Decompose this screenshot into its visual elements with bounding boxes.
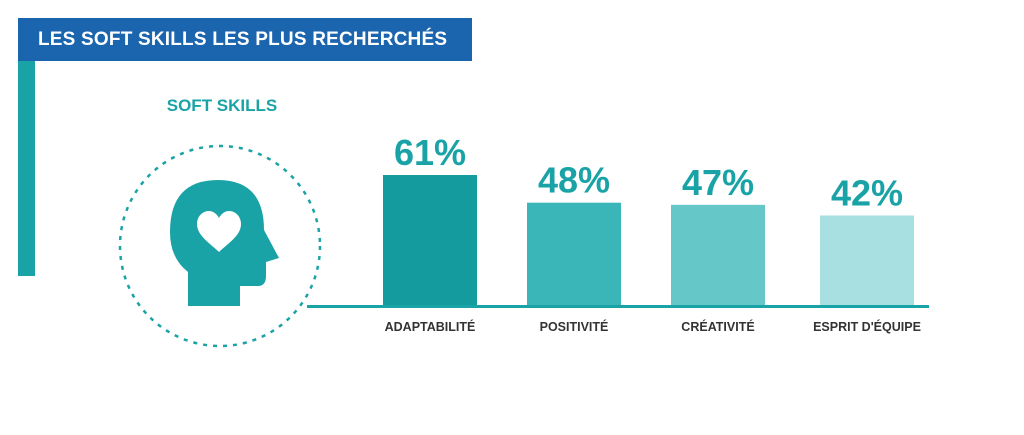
value-label-2: 48% <box>538 160 610 201</box>
value-label-3: 47% <box>682 162 754 203</box>
page-title: LES SOFT SKILLS LES PLUS RECHERCHÉS <box>18 18 472 61</box>
category-label-3: CRÉATIVITÉ <box>681 319 754 334</box>
bar-4 <box>820 215 914 305</box>
category-label-4: ESPRIT D'ÉQUIPE <box>813 319 921 334</box>
category-label-1: ADAPTABILITÉ <box>385 319 476 334</box>
dashed-circle <box>118 144 322 348</box>
category-label-2: POSITIVITÉ <box>540 319 609 334</box>
bar-3 <box>671 204 765 305</box>
bar-1 <box>383 175 477 305</box>
accent-side-bar <box>18 18 35 276</box>
value-label-1: 61% <box>394 132 466 173</box>
value-label-4: 42% <box>831 172 903 213</box>
section-label: SOFT SKILLS <box>166 96 278 115</box>
head-heart-icon <box>170 180 279 306</box>
bar-2 <box>527 202 621 305</box>
